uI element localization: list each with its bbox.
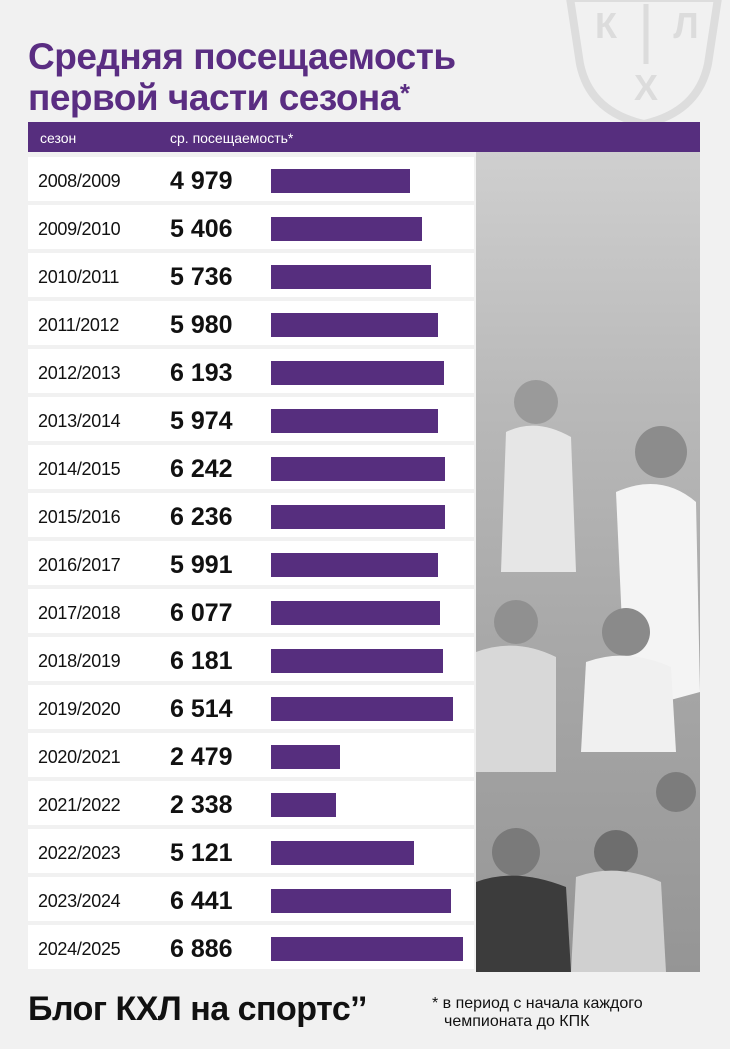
attendance-bar bbox=[271, 313, 438, 337]
season-label: 2016/2017 bbox=[38, 555, 121, 575]
table-row: 2018/2019 6 181 bbox=[28, 637, 474, 681]
attendance-value: 6 514 bbox=[170, 695, 233, 723]
attendance-rows: 2008/2009 4 979 2009/2010 5 406 2010/2011 5 7… bbox=[28, 157, 474, 973]
title-asterisk: * bbox=[399, 78, 410, 108]
attendance-value: 6 242 bbox=[170, 455, 233, 483]
attendance-bar bbox=[271, 793, 336, 817]
season-label: 2023/2024 bbox=[38, 891, 121, 911]
table-row: 2010/2011 5 736 bbox=[28, 253, 474, 297]
table-row: 2021/2022 2 338 bbox=[28, 781, 474, 825]
attendance-bar bbox=[271, 697, 453, 721]
table-row: 2016/2017 5 991 bbox=[28, 541, 474, 585]
table-row: 2013/2014 5 974 bbox=[28, 397, 474, 441]
season-label: 2011/2012 bbox=[38, 315, 120, 335]
season-label: 2015/2016 bbox=[38, 507, 121, 527]
season-label: 2008/2009 bbox=[38, 171, 121, 191]
table-row: 2023/2024 6 441 bbox=[28, 877, 474, 921]
attendance-value: 6 441 bbox=[170, 887, 233, 915]
chart-title: Средняя посещаемость первой части сезона… bbox=[28, 36, 456, 118]
footnote-line-2: чемпионата до КПК bbox=[444, 1013, 590, 1030]
attendance-value: 5 406 bbox=[170, 215, 233, 243]
title-line-1: Средняя посещаемость bbox=[28, 36, 456, 77]
logo-letter-k: К bbox=[595, 5, 618, 46]
attendance-bar bbox=[271, 553, 438, 577]
attendance-bar bbox=[271, 265, 431, 289]
attendance-value: 2 338 bbox=[170, 791, 233, 819]
attendance-value: 6 181 bbox=[170, 647, 233, 675]
attendance-bar bbox=[271, 745, 340, 769]
attendance-value: 6 886 bbox=[170, 935, 233, 963]
season-label: 2017/2018 bbox=[38, 603, 121, 623]
header-attendance: ср. посещаемость* bbox=[170, 130, 294, 146]
attendance-value: 5 974 bbox=[170, 407, 233, 435]
table-row: 2020/2021 2 479 bbox=[28, 733, 474, 777]
table-row: 2017/2018 6 077 bbox=[28, 589, 474, 633]
season-label: 2010/2011 bbox=[38, 267, 120, 287]
season-label: 2012/2013 bbox=[38, 363, 121, 383]
logo-letter-kh: Х bbox=[634, 67, 658, 108]
title-line-2: первой части сезона* bbox=[28, 77, 456, 118]
season-label: 2021/2022 bbox=[38, 795, 121, 815]
attendance-bar bbox=[271, 649, 443, 673]
attendance-bar bbox=[271, 841, 414, 865]
footnote: * в период с начала каждого чемпионата д… bbox=[432, 995, 702, 1031]
attendance-value: 5 736 bbox=[170, 263, 233, 291]
attendance-value: 6 077 bbox=[170, 599, 233, 627]
table-header: сезон ср. посещаемость* bbox=[28, 122, 700, 152]
fans-background-photo bbox=[476, 152, 700, 972]
header-season: сезон bbox=[40, 130, 77, 146]
season-label: 2018/2019 bbox=[38, 651, 121, 671]
season-label: 2009/2010 bbox=[38, 219, 121, 239]
table-row: 2009/2010 5 406 bbox=[28, 205, 474, 249]
attendance-value: 2 479 bbox=[170, 743, 233, 771]
table-row: 2022/2023 5 121 bbox=[28, 829, 474, 873]
attendance-value: 6 193 bbox=[170, 359, 233, 387]
attendance-value: 4 979 bbox=[170, 167, 233, 195]
table-row: 2012/2013 6 193 bbox=[28, 349, 474, 393]
attendance-bar bbox=[271, 217, 422, 241]
title-line-2-text: первой части сезона bbox=[28, 77, 400, 118]
attendance-bar bbox=[271, 361, 444, 385]
blog-signature: Блог КХЛ на спортс’’ bbox=[28, 990, 367, 1028]
table-row: 2011/2012 5 980 bbox=[28, 301, 474, 345]
attendance-bar bbox=[271, 169, 410, 193]
table-row: 2019/2020 6 514 bbox=[28, 685, 474, 729]
season-label: 2019/2020 bbox=[38, 699, 121, 719]
attendance-bar bbox=[271, 889, 451, 913]
season-label: 2013/2014 bbox=[38, 411, 121, 431]
attendance-value: 5 991 bbox=[170, 551, 233, 579]
season-label: 2022/2023 bbox=[38, 843, 121, 863]
attendance-bar bbox=[271, 409, 438, 433]
table-row: 2014/2015 6 242 bbox=[28, 445, 474, 489]
attendance-bar bbox=[271, 457, 445, 481]
attendance-value: 5 121 bbox=[170, 839, 233, 867]
attendance-bar bbox=[271, 937, 463, 961]
table-row: 2015/2016 6 236 bbox=[28, 493, 474, 537]
footnote-line-1: * в период с начала каждого bbox=[432, 995, 643, 1012]
season-label: 2024/2025 bbox=[38, 939, 121, 959]
season-label: 2014/2015 bbox=[38, 459, 121, 479]
logo-letter-l: Л bbox=[673, 5, 698, 46]
attendance-bar bbox=[271, 601, 440, 625]
table-row: 2008/2009 4 979 bbox=[28, 157, 474, 201]
table-row: 2024/2025 6 886 bbox=[28, 925, 474, 969]
season-label: 2020/2021 bbox=[38, 747, 121, 767]
attendance-value: 6 236 bbox=[170, 503, 233, 531]
attendance-value: 5 980 bbox=[170, 311, 233, 339]
khl-logo-icon: К Л Х bbox=[566, 0, 722, 126]
attendance-bar bbox=[271, 505, 445, 529]
